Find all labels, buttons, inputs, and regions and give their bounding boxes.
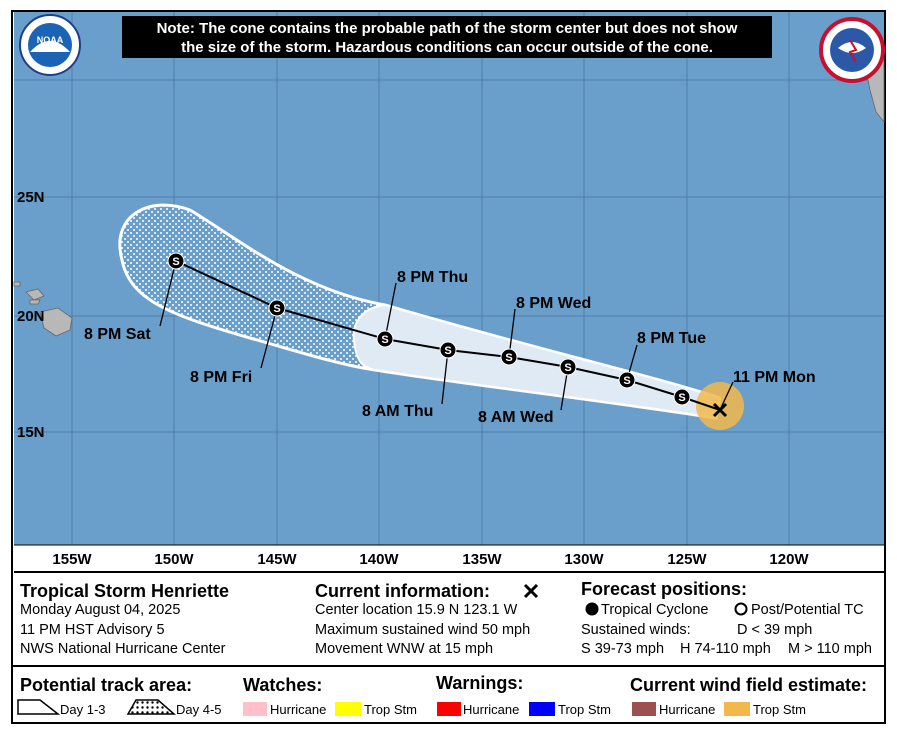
forecast-h: H 74-110 mph [680, 641, 771, 657]
point-symbol: S [564, 362, 571, 374]
longitude-label: 140W [359, 551, 399, 568]
map: S S S S S S S S 11 PM Mon 8 PM Tue 8 AM … [13, 12, 885, 573]
current-wind: Maximum sustained wind 50 mph [315, 622, 530, 638]
track-label: 8 AM Wed [478, 409, 554, 426]
axis-labels: 155W 150W 145W 140W 135W 130W 125W 120W … [17, 189, 809, 568]
longitude-label: 130W [564, 551, 604, 568]
forecast-point: S [439, 341, 457, 359]
point-symbol: S [172, 256, 179, 268]
current-location: Center location 15.9 N 123.1 W [315, 602, 518, 618]
longitude-label: 135W [462, 551, 502, 568]
warnings-heading: Warnings: [436, 673, 523, 693]
track-label: 8 PM Wed [516, 295, 591, 312]
day45-icon [126, 699, 176, 715]
watches-heading: Watches: [243, 675, 322, 695]
latitude-label: 15N [17, 424, 45, 441]
watch-tropstm-swatch [335, 702, 361, 716]
track-heading: Potential track area: [20, 675, 192, 695]
current-heading: Current information: [315, 581, 490, 601]
day13-icon [17, 699, 61, 715]
forecast-sustained: Sustained winds: [581, 622, 691, 638]
logo-text: NOAA [37, 35, 64, 45]
wind-field [696, 382, 744, 430]
grid [14, 12, 884, 545]
storm-name: Tropical Storm Henriette [20, 581, 229, 601]
track-label: 8 PM Tue [637, 330, 706, 347]
point-symbol: S [505, 352, 512, 364]
point-symbol: S [678, 392, 685, 404]
wind-tropstm-swatch [724, 702, 750, 716]
forecast-point: S [268, 299, 286, 317]
longitude-label: 125W [667, 551, 707, 568]
current-icon [523, 583, 539, 599]
warning-tropstm-label: Trop Stm [558, 702, 611, 717]
latitude-label: 25N [17, 189, 45, 206]
longitude-label: 120W [769, 551, 809, 568]
forecast-tropical: Tropical Cyclone [601, 602, 708, 618]
watch-tropstm-label: Trop Stm [364, 702, 417, 717]
post-icon [734, 602, 748, 616]
forecast-heading: Forecast positions: [581, 579, 747, 599]
wind-hurricane-swatch [632, 702, 656, 716]
track-label: 8 PM Sat [84, 326, 151, 343]
point-symbol: S [273, 303, 280, 315]
nws-logo [819, 17, 885, 83]
track-label: 8 PM Fri [190, 369, 252, 386]
info-panel: Tropical Storm Henriette Monday August 0… [12, 579, 885, 717]
forecast-post: Post/Potential TC [751, 602, 864, 618]
noaa-logo: NOAA [19, 14, 81, 76]
latitude-label: 20N [17, 308, 45, 325]
forecast-point: S [167, 252, 185, 270]
watch-hurricane-swatch [243, 702, 267, 716]
axis-strip [14, 545, 884, 572]
longitude-label: 150W [154, 551, 194, 568]
note-box [122, 16, 772, 58]
warning-hurricane-label: Hurricane [463, 702, 519, 717]
forecast-points: S S S S S S S S [167, 252, 691, 406]
tropical-icon [585, 602, 599, 616]
day13-label: Day 1-3 [60, 702, 106, 717]
warning-tropstm-swatch [529, 702, 555, 716]
wind-hurricane-label: Hurricane [659, 702, 715, 717]
forecast-point: S [376, 330, 394, 348]
forecast-point: S [559, 358, 577, 376]
leader-lines [159, 260, 734, 411]
longitude-label: 155W [52, 551, 92, 568]
track-labels: 11 PM Mon 8 PM Tue 8 AM Wed 8 PM Wed 8 A… [84, 269, 816, 426]
warning-hurricane-swatch [437, 702, 461, 716]
note-line: Note: The cone contains the probable pat… [157, 20, 738, 37]
note-line: the size of the storm. Hazardous conditi… [181, 39, 713, 56]
track-label: 8 PM Thu [397, 269, 468, 286]
point-symbol: S [623, 375, 630, 387]
day45-label: Day 4-5 [176, 702, 222, 717]
wind-heading: Current wind field estimate: [630, 675, 867, 695]
track-label: 11 PM Mon [733, 369, 816, 386]
forecast-point: S [500, 348, 518, 366]
wind-tropstm-label: Trop Stm [753, 702, 806, 717]
point-symbol: S [381, 334, 388, 346]
forecast-m: M > 110 mph [788, 641, 872, 657]
watch-hurricane-label: Hurricane [270, 702, 326, 717]
track-label: 8 AM Thu [362, 403, 433, 420]
forecast-s: S 39-73 mph [581, 641, 664, 657]
current-position [712, 402, 728, 418]
forecast-point: S [618, 371, 636, 389]
longitude-label: 145W [257, 551, 297, 568]
storm-date: Monday August 04, 2025 [20, 602, 180, 618]
forecast-d: D < 39 mph [737, 622, 812, 638]
point-symbol: S [444, 345, 451, 357]
storm-advisory: 11 PM HST Advisory 5 [20, 622, 165, 638]
storm-center: NWS National Hurricane Center [20, 641, 226, 657]
forecast-point: S [673, 388, 691, 406]
current-movement: Movement WNW at 15 mph [315, 641, 493, 657]
